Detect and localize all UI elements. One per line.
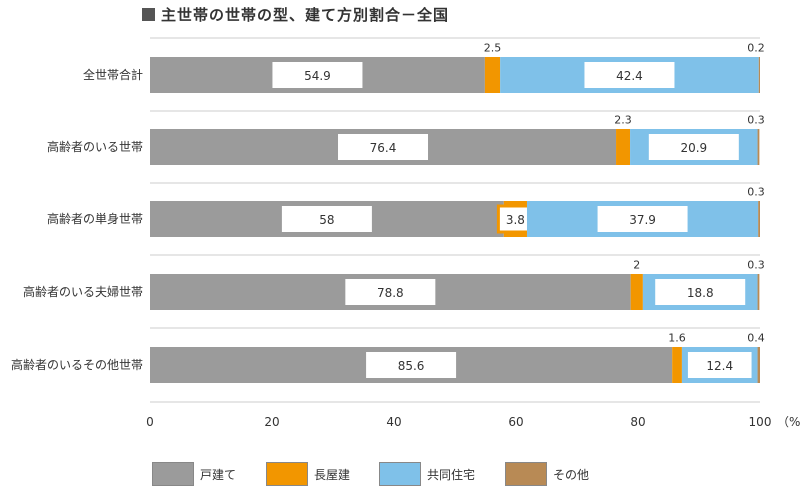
data-label: 2.3 (614, 114, 632, 127)
data-label: 2.5 (484, 42, 502, 55)
bar-segment (616, 129, 631, 165)
data-label: 18.8 (687, 286, 714, 300)
data-label: 12.4 (706, 359, 733, 373)
data-label: 85.6 (398, 359, 425, 373)
category-label: 全世帯合計 (83, 67, 143, 82)
category-label: 高齢者のいる夫婦世帯 (23, 284, 143, 299)
category-label: 高齢者のいるその他世帯 (11, 357, 143, 372)
bar-segment (758, 201, 760, 237)
chart-title: 主世帯の世帯の型、建て方別割合－全国 (142, 4, 449, 24)
data-label-box (655, 279, 746, 305)
data-label: 3.8 (506, 213, 525, 227)
data-label: 76.4 (370, 141, 397, 155)
chart-title-text: 主世帯の世帯の型、建て方別割合－全国 (161, 5, 450, 24)
x-unit-label: （%） (777, 415, 800, 429)
data-label: 20.9 (680, 141, 707, 155)
data-label-box (345, 279, 436, 305)
data-label-box (272, 62, 363, 88)
x-tick-label: 100 (749, 415, 772, 429)
data-label-box (338, 134, 429, 160)
data-label: 54.9 (304, 69, 331, 83)
data-label: 0.3 (747, 259, 765, 272)
bar-segment (672, 347, 682, 383)
data-label: 1.6 (668, 332, 686, 345)
data-label: 78.8 (377, 286, 404, 300)
bar-segment (484, 57, 501, 93)
data-label: 0.3 (747, 186, 765, 199)
title-square-icon (142, 7, 155, 21)
data-label: 37.9 (629, 213, 656, 227)
data-label: 58 (319, 213, 334, 227)
bar-segment (757, 129, 760, 165)
bar-segment (758, 57, 760, 93)
category-label: 高齢者のいる世帯 (47, 139, 143, 154)
x-tick-label: 80 (630, 415, 645, 429)
data-label: 0.2 (747, 42, 765, 55)
data-label: 0.4 (747, 332, 765, 345)
data-label: 0.3 (747, 114, 765, 127)
data-label-box (281, 206, 372, 232)
data-label-box (648, 134, 739, 160)
data-label-box (687, 352, 752, 378)
data-label: 2 (633, 259, 640, 272)
bar-segment (630, 274, 643, 310)
x-tick-label: 20 (264, 415, 279, 429)
data-label: 42.4 (616, 69, 643, 83)
data-label-box (584, 62, 675, 88)
data-label-box (366, 352, 457, 378)
bar-segment (757, 347, 760, 383)
x-tick-label: 0 (146, 415, 154, 429)
x-tick-label: 60 (508, 415, 523, 429)
bar-segment (757, 274, 760, 310)
category-label: 高齢者の単身世帯 (47, 211, 143, 226)
x-tick-label: 40 (386, 415, 401, 429)
data-label-box (597, 206, 688, 232)
